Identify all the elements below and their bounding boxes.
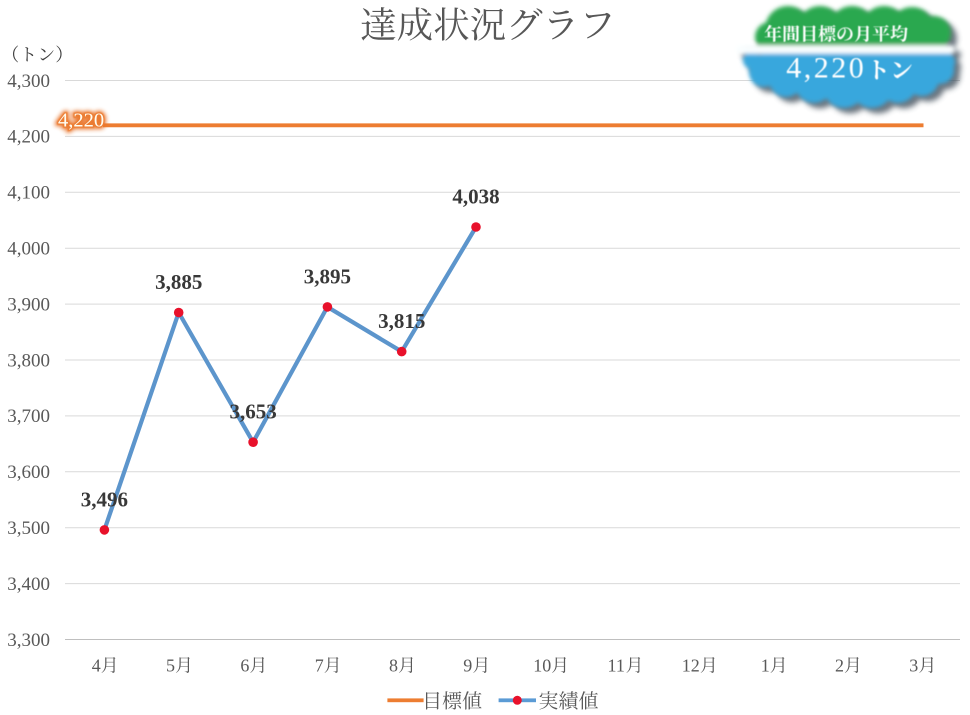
svg-text:3,600: 3,600	[7, 462, 50, 483]
svg-text:4,220: 4,220	[58, 109, 104, 131]
svg-text:4,038: 4,038	[452, 185, 499, 209]
svg-text:3,895: 3,895	[304, 264, 351, 288]
svg-text:3,653: 3,653	[229, 400, 276, 424]
svg-text:3,500: 3,500	[7, 518, 50, 539]
svg-text:11: 11	[608, 656, 625, 676]
svg-text:3,700: 3,700	[7, 406, 50, 427]
svg-text:4,000: 4,000	[7, 239, 50, 260]
svg-text:5: 5	[166, 656, 175, 676]
svg-text:3,885: 3,885	[155, 270, 202, 294]
svg-text:4,100: 4,100	[7, 183, 50, 204]
svg-text:3,496: 3,496	[81, 487, 128, 511]
svg-text:3: 3	[909, 656, 918, 676]
svg-text:12: 12	[682, 656, 700, 676]
svg-text:3,300: 3,300	[7, 630, 50, 651]
svg-text:4,200: 4,200	[7, 127, 50, 148]
svg-text:3,800: 3,800	[7, 350, 50, 371]
svg-text:7: 7	[315, 656, 324, 676]
svg-text:6: 6	[240, 656, 249, 676]
svg-text:2: 2	[835, 656, 844, 676]
svg-text:4,220: 4,220	[58, 109, 104, 131]
svg-text:4,300: 4,300	[7, 71, 50, 92]
svg-text:8: 8	[389, 656, 398, 676]
svg-text:3,900: 3,900	[7, 294, 50, 315]
svg-text:4: 4	[92, 656, 101, 676]
svg-text:4,220: 4,220	[786, 52, 866, 85]
svg-text:1: 1	[761, 656, 770, 676]
svg-text:3,400: 3,400	[7, 574, 50, 595]
svg-text:9: 9	[463, 656, 472, 676]
svg-text:3,815: 3,815	[378, 309, 425, 333]
svg-text:4,220: 4,220	[58, 109, 104, 131]
svg-text:10: 10	[533, 656, 551, 676]
